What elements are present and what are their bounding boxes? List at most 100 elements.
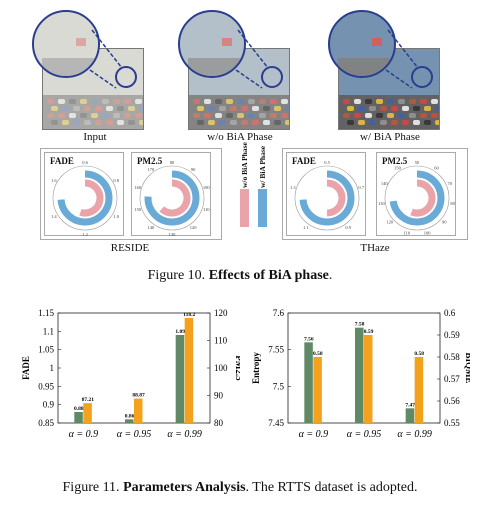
- bar-fade: [175, 335, 185, 423]
- group-label-thaze: THaze: [360, 242, 390, 254]
- figure-10-title: Effects of BiA phase: [208, 268, 329, 283]
- radial-tick-label: 120: [190, 225, 198, 230]
- zoom-region-marker: [115, 66, 137, 88]
- radial-chart-card: FADE 0.6 0.8 1.0 1.2 1.4 1.6: [44, 152, 124, 237]
- left-tick-label: 7.5: [273, 381, 285, 391]
- zoom-connector: [89, 29, 123, 89]
- bar-value-label: 0.59: [364, 329, 374, 335]
- bar-value-label: 88.87: [132, 393, 145, 399]
- left-tick-label: 0.85: [38, 418, 54, 428]
- bar-value-label: 7.58: [355, 322, 365, 328]
- figure-11-number: Figure 11.: [62, 480, 120, 495]
- radial-tick-label: 50: [415, 160, 420, 165]
- left-axis-label: Entropy: [251, 352, 261, 384]
- right-tick-label: 0.59: [444, 330, 460, 340]
- right-axis-label: BIQME: [464, 352, 470, 383]
- bar-value-label: 0.88: [74, 406, 84, 412]
- bar-value-label: 87.21: [82, 397, 95, 403]
- left-tick-label: 1.05: [38, 345, 54, 355]
- figure-11-title: Parameters Analysis: [123, 480, 246, 495]
- panel-caption-input: Input: [83, 131, 107, 143]
- radial-tick-label: 80: [450, 201, 455, 206]
- category-label: α = 0.99: [397, 429, 432, 440]
- radial-tick-label: 150: [394, 166, 402, 171]
- bar-value-label: 1.09: [175, 329, 185, 335]
- radial-tick-label: 150: [134, 207, 142, 212]
- left-tick-label: 1.1: [43, 326, 54, 336]
- bar-biqme: [414, 357, 424, 423]
- bar-value-label: 0.58: [313, 351, 323, 357]
- radial-tick-label: 80: [170, 160, 175, 165]
- zoom-connector: [385, 29, 419, 89]
- radial-tick-label: 110: [203, 207, 210, 212]
- chart-entropy-biqme: 7.45 7.5 7.55 7.6 0.55 0.56 0.57 0.58 0.59 0.6 Ent…: [251, 308, 470, 440]
- radial-chart-title: FADE: [292, 156, 316, 166]
- radial-bar-without-bia: [79, 179, 104, 217]
- category-label: α = 0.99: [167, 429, 202, 440]
- legend-label-with-bia: w/ BiA Phase: [258, 145, 267, 188]
- zoom-inset: [178, 10, 246, 78]
- left-tick-label: 1: [50, 363, 55, 373]
- radial-tick-label: 130: [169, 232, 177, 237]
- panel-caption-with-bia: w/ BiA Phase: [360, 131, 420, 143]
- left-tick-label: 0.95: [38, 381, 54, 391]
- radial-tick-label: 60: [434, 166, 439, 171]
- radial-bar-without-bia: [326, 179, 346, 217]
- right-tick-label: 0.55: [444, 418, 460, 428]
- radial-chart-card: FADE 0.5 0.7 0.9 1.1 1.3: [286, 152, 366, 236]
- right-tick-label: 120: [214, 308, 228, 318]
- zoom-region-marker: [261, 66, 283, 88]
- left-tick-label: 7.55: [268, 345, 284, 355]
- radial-tick-label: 0.8: [113, 178, 119, 183]
- category-label: α = 0.9: [69, 429, 99, 440]
- radial-tick-label: 0.9: [345, 225, 351, 230]
- radial-tick-label: 0.7: [358, 185, 364, 190]
- left-tick-label: 1.15: [38, 308, 54, 318]
- radial-axis-ring: [294, 165, 360, 231]
- radial-chart-title: FADE: [50, 156, 74, 166]
- figure-10-number: Figure 10.: [147, 268, 206, 283]
- left-axis-label: FADE: [21, 356, 31, 380]
- radial-axis-ring: [52, 165, 118, 231]
- figure-11-suffix: . The RTTS dataset is adopted.: [245, 480, 418, 495]
- radial-axis-ring: [139, 165, 205, 231]
- radial-bar-with-bia: [389, 170, 445, 226]
- radial-tick-label: 1.2: [82, 232, 88, 237]
- bar-value-label: 7.47: [405, 402, 415, 408]
- radial-tick-label: 90: [442, 220, 447, 225]
- bar-entropy: [405, 408, 415, 423]
- radial-bar-with-bia: [57, 170, 113, 226]
- legend-swatch-without-bia: [240, 189, 249, 227]
- category-label: α = 0.9: [299, 429, 329, 440]
- radial-tick-label: 1.3: [290, 185, 296, 190]
- bar-value-label: 7.56: [304, 336, 314, 342]
- category-label: α = 0.95: [117, 429, 152, 440]
- radial-axis-ring: [384, 165, 450, 231]
- bar-fade: [74, 412, 83, 423]
- zoom-inset: [32, 10, 100, 78]
- radial-tick-label: 100: [424, 231, 432, 236]
- bar-pm2.5: [184, 317, 194, 423]
- left-tick-label: 7.45: [268, 418, 284, 428]
- right-tick-label: 110: [214, 336, 228, 346]
- radial-tick-label: 1.1: [303, 225, 309, 230]
- right-tick-label: 100: [214, 363, 228, 373]
- right-tick-label: 90: [214, 391, 224, 401]
- radial-tick-label: 90: [191, 167, 196, 172]
- legend-label-without-bia: w/o BiA Phase: [240, 142, 249, 188]
- bar-entropy: [355, 327, 364, 423]
- left-tick-label: 0.9: [43, 400, 55, 410]
- radial-bar-with-bia: [299, 170, 355, 226]
- radial-tick-label: 0.5: [324, 160, 330, 165]
- right-axis-label: PM2.5: [234, 355, 240, 381]
- bar-value-label: 118.2: [183, 312, 195, 318]
- radial-bar-with-bia: [144, 170, 200, 226]
- radial-tick-label: 100: [203, 185, 211, 190]
- radial-bar-without-bia: [410, 179, 436, 217]
- figure-11-caption: Figure 11. Parameters Analysis. The RTTS…: [0, 480, 480, 496]
- radial-tick-label: 140: [147, 225, 155, 230]
- figure-10-caption: Figure 10. Effects of BiA phase.: [0, 268, 480, 284]
- radial-tick-label: 110: [404, 231, 411, 236]
- radial-chart-title: PM2.5: [137, 156, 163, 166]
- bar-pm2.5: [83, 403, 92, 423]
